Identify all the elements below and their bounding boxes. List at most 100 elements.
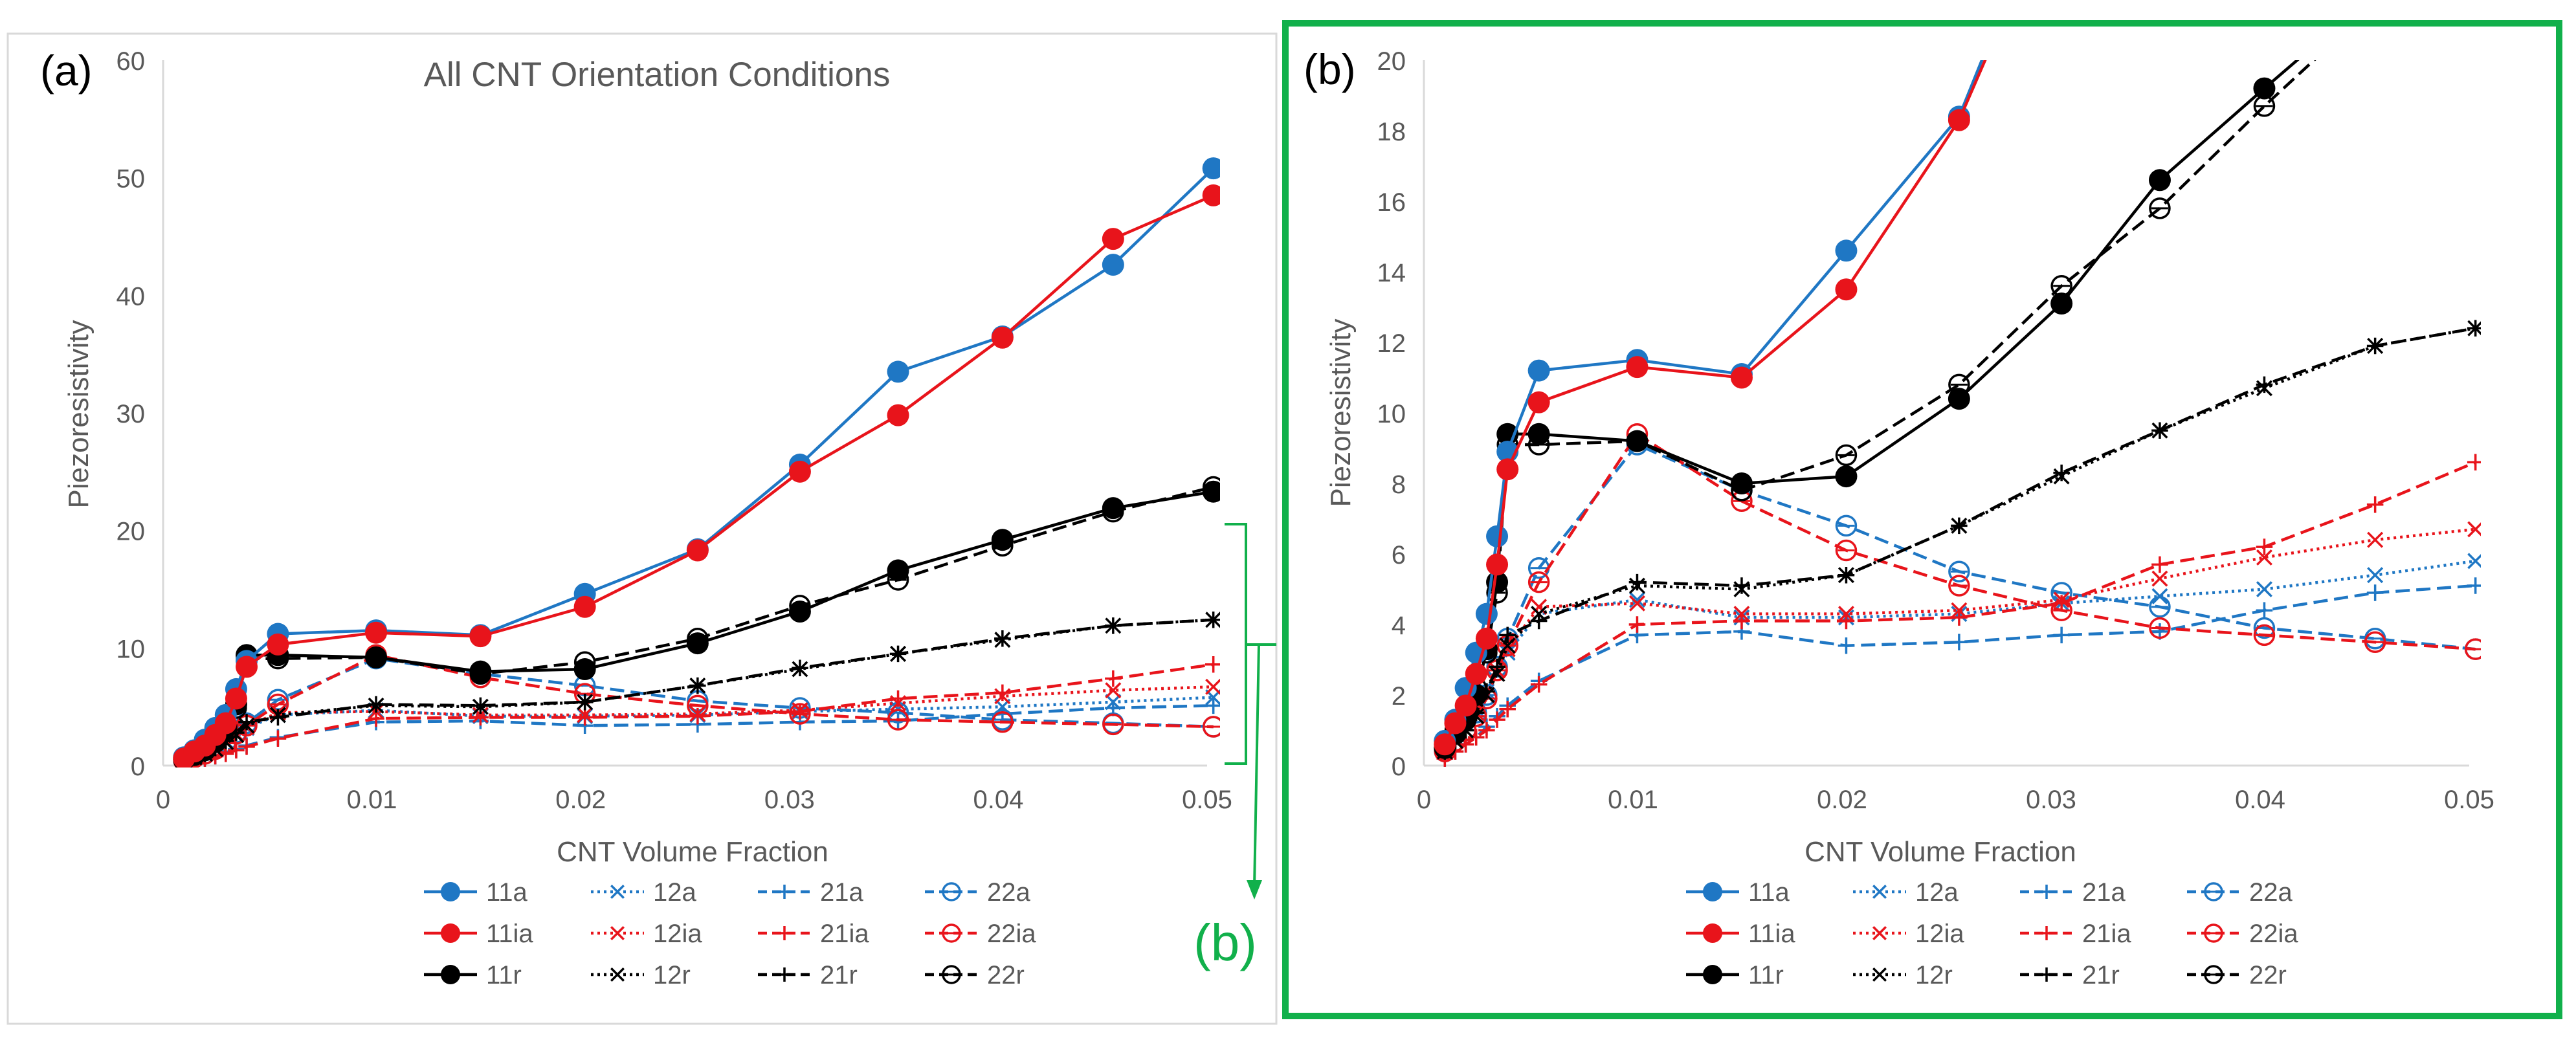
series-11ia [173,184,1220,767]
legend-label: 22ia [2249,920,2298,948]
point-21a [1951,634,1968,650]
point-22ia [1102,713,1124,736]
legend-marker [1703,965,1722,984]
panel-a-xlabel: CNT Volume Fraction [557,836,828,868]
point-22a [2149,596,2171,618]
point-21r [576,694,594,711]
point-22ia [1948,575,1970,597]
point-21r [269,709,287,726]
point-11ia [887,404,909,426]
point-21r [1733,577,1750,594]
point-12ia [1733,606,1750,623]
point-11ia [1202,184,1220,206]
point-21ia [1489,711,1505,728]
point-21r [1499,626,1516,644]
x-tick-label: 0.05 [1182,786,1232,814]
point-11r [1730,472,1753,494]
legend-marker [441,965,460,984]
legend-item-22ia: 22ia [2187,920,2298,948]
legend-label: 22r [987,961,1025,989]
point-11ia [1496,458,1519,481]
panel-a-title: All CNT Orientation Conditions [424,56,891,94]
legend-marker [1703,882,1722,901]
point-21ia [2366,496,2384,513]
point-21ia [1205,656,1220,673]
point-22a [1835,514,1858,537]
point-22ia [2149,617,2171,639]
point-22ia [887,709,909,731]
y-tick-label: 6 [1392,541,1406,569]
series-line-12r [183,618,1214,762]
point-21r [994,630,1011,647]
x-tick-label: 0.03 [2026,786,2076,814]
point-11a [1475,602,1498,625]
point-21ia [2256,538,2273,555]
point-11r [1102,497,1124,520]
point-22a [2253,617,2276,639]
point-21r [1951,517,1968,535]
point-12ia [1838,606,1854,623]
legend-item-22r: 22r [925,961,1025,989]
legend-label: 21r [2082,961,2120,989]
point-22r [2149,197,2171,219]
legend-label: 12a [653,878,696,907]
legend-label: 12ia [653,920,702,948]
legend-label: 12ia [1915,920,1964,948]
legend-item-11ia: 11ia [424,920,533,948]
point-12ia [2151,570,2168,587]
legend-marker [942,965,961,984]
point-11ia [365,621,388,644]
point-11r [469,660,492,683]
x-tick-label: 0.02 [1817,786,1867,814]
point-22ia [687,694,709,717]
y-tick-label: 10 [117,635,146,663]
point-11r [788,601,811,623]
point-12r [1499,637,1516,654]
point-11r [2050,293,2073,315]
legend-marker [441,923,460,943]
legend-marker [777,884,792,900]
legend-marker [2204,923,2223,943]
point-11r [1835,465,1858,488]
legend-marker [2039,884,2054,900]
point-21r [1105,617,1122,634]
y-tick-label: 20 [117,518,146,546]
series-11ia [1434,60,1987,756]
point-11ia [214,712,237,734]
point-21ia [2467,454,2481,471]
point-21r [1628,573,1646,591]
y-tick-label: 40 [117,282,146,311]
point-11r [1626,430,1649,452]
callout-label: (b) [1194,914,1257,971]
point-21a [2467,577,2481,594]
legend-item-11r: 11r [424,961,522,989]
point-12ia [1531,599,1548,615]
legend-marker [2039,925,2054,941]
point-11ia [686,539,709,562]
panel-b-ylabel: Piezoresistivity [1325,319,1357,507]
point-11a [1527,359,1550,382]
legend-item-11ia: 11ia [1686,920,1795,948]
point-12ia [890,695,907,712]
x-tick-label: 0.01 [1608,786,1658,814]
legend-item-21r: 21r [758,961,858,989]
point-11r [887,559,909,582]
point-12ia [1951,602,1968,619]
point-11r [2364,0,2386,4]
panel-a-legend: 11a 12a 21a 22a 11ia 12ia 21ia 22ia 11r 12r 21r 22r [424,878,1036,989]
legend-label: 11ia [1748,920,1795,948]
legend-marker [2204,882,2223,901]
legend-marker [2039,967,2054,982]
point-22a [1948,560,1970,582]
point-12a [1105,694,1122,711]
point-22r [1835,444,1858,467]
legend-item-12r: 12r [1853,961,1953,989]
point-21r [472,697,489,714]
y-tick-label: 20 [1377,47,1406,76]
legend-item-12a: 12a [591,878,696,907]
y-tick-label: 16 [1377,188,1406,217]
point-22ia [992,711,1014,733]
point-12ia [2367,531,2384,548]
point-11r [2148,169,2171,192]
panel-b-axes: 0 2 4 6 8 10 12 14 16 18 20 0 0.01 0.02 0.03 0.04 0.05 [1377,47,2494,814]
